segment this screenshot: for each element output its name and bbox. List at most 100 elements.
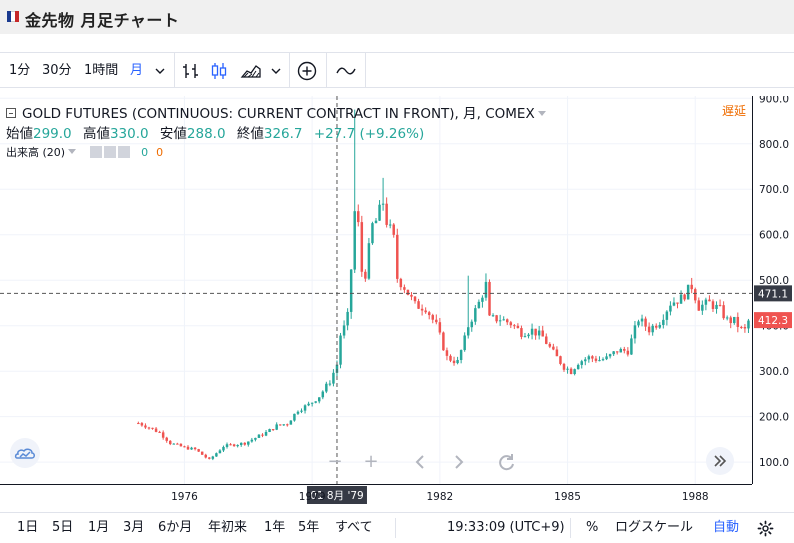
candle-body xyxy=(204,454,207,458)
zoom-out-button[interactable]: − xyxy=(323,450,347,474)
cloud-chart-icon xyxy=(14,448,35,459)
candle-body xyxy=(686,284,690,300)
candle-body xyxy=(491,315,495,317)
candle-body xyxy=(261,434,264,436)
chart-settings-gear-icon[interactable] xyxy=(757,520,774,537)
range-1y-button[interactable]: 1年 xyxy=(264,520,286,535)
candle-body xyxy=(598,360,601,362)
scroll-to-latest-button[interactable] xyxy=(706,447,734,475)
candle-body xyxy=(566,368,569,370)
range-5d-button[interactable]: 5日 xyxy=(52,520,74,535)
candle-body xyxy=(495,315,498,322)
bar-style-icon[interactable] xyxy=(180,60,202,82)
chart-cloud-button[interactable] xyxy=(10,438,40,468)
candle-body xyxy=(293,413,296,421)
interval-month-button[interactable]: 月 xyxy=(130,63,144,78)
percent-scale-button[interactable]: % xyxy=(586,520,599,535)
candle-body xyxy=(669,305,672,312)
candle-body xyxy=(615,351,619,353)
range-1m-button[interactable]: 1月 xyxy=(88,520,110,535)
candle-body xyxy=(165,437,168,441)
candle-body xyxy=(275,424,278,430)
range-all-button[interactable]: すべて xyxy=(335,520,373,535)
candle-body xyxy=(690,284,693,290)
candle-body xyxy=(385,203,388,225)
chart-grid xyxy=(0,96,752,484)
candle-body xyxy=(137,423,140,425)
interval-30m-button[interactable]: 30分 xyxy=(42,63,72,78)
last-price-label: 412.3 xyxy=(758,315,788,327)
candle-body xyxy=(513,325,516,327)
candle-body xyxy=(587,356,591,360)
candle-body xyxy=(740,326,743,328)
auto-scale-button[interactable]: 自動 xyxy=(713,520,740,535)
price-tick-label: 500.0 xyxy=(759,275,789,287)
flag-stripe-blue xyxy=(7,11,11,22)
reset-chart-button[interactable] xyxy=(495,450,519,474)
candle-body xyxy=(474,308,477,322)
candle-body xyxy=(626,350,630,355)
chevron-right-icon xyxy=(455,455,464,469)
candle-body xyxy=(381,203,385,205)
interval-1h-button[interactable]: 1時間 xyxy=(84,63,119,78)
page-title: 金先物 月足チャート xyxy=(25,11,180,30)
candle-body xyxy=(147,427,151,429)
chart-style-dropdown-chevron-icon[interactable] xyxy=(270,66,282,76)
candle-body xyxy=(580,361,583,365)
price-tick-label: 100.0 xyxy=(759,457,789,469)
candle-body xyxy=(523,336,527,338)
log-scale-button[interactable]: ログスケール xyxy=(615,520,694,535)
candle-body xyxy=(545,336,548,344)
candle-body xyxy=(435,319,438,323)
scroll-right-button[interactable] xyxy=(446,450,470,474)
price-axis: 900.0800.0700.0600.0500.0400.0300.0200.0… xyxy=(752,96,792,484)
candle-body xyxy=(357,211,360,223)
candle-body xyxy=(449,355,452,361)
double-chevron-right-icon xyxy=(714,455,727,467)
area-style-icon[interactable] xyxy=(240,60,262,82)
bottombar-divider xyxy=(570,518,571,538)
zoom-in-button[interactable]: + xyxy=(359,450,383,474)
range-3m-button[interactable]: 3月 xyxy=(123,520,145,535)
scroll-left-button[interactable] xyxy=(409,450,433,474)
price-chart[interactable]: 471.1 01 8月 '79 900.0 800.0 700.0 600.0 500.0… xyxy=(0,96,794,508)
candle-body xyxy=(694,289,697,301)
candle-body xyxy=(605,356,608,360)
candle-body xyxy=(169,440,172,445)
interval-1m-button[interactable]: 1分 xyxy=(9,63,31,78)
candle-body xyxy=(676,302,679,304)
candle-body xyxy=(548,343,552,347)
candle-body xyxy=(438,322,442,333)
chart-toolbar: 1分 30分 1時間 月 xyxy=(0,52,794,88)
candle-body xyxy=(562,363,566,370)
candle-body xyxy=(378,204,381,221)
candle-body xyxy=(708,299,711,302)
candles-style-icon[interactable] xyxy=(208,60,230,82)
candle-body xyxy=(289,420,293,425)
candle-body xyxy=(388,224,392,226)
range-ytd-button[interactable]: 年初来 xyxy=(208,520,248,535)
candle-body xyxy=(729,317,732,324)
candle-body xyxy=(591,356,594,359)
candle-body xyxy=(445,350,449,356)
range-5y-button[interactable]: 5年 xyxy=(298,520,320,535)
candle-body xyxy=(715,304,718,309)
candle-body xyxy=(183,446,186,448)
range-6m-button[interactable]: 6か月 xyxy=(158,520,193,535)
price-tick-label: 300.0 xyxy=(759,366,789,378)
candle-body xyxy=(179,443,183,447)
range-1d-button[interactable]: 1日 xyxy=(17,520,39,535)
flag-icon xyxy=(7,11,19,22)
candle-body xyxy=(452,360,456,364)
candle-body xyxy=(481,297,484,302)
candle-body xyxy=(211,456,215,459)
candle-body xyxy=(303,405,307,411)
interval-dropdown-chevron-icon[interactable] xyxy=(154,66,166,76)
candle-body xyxy=(342,325,346,336)
candle-body xyxy=(406,289,410,295)
candle-body xyxy=(236,445,239,447)
candle-body xyxy=(353,211,356,270)
clock-timezone-button[interactable]: 19:33:09 (UTC+9) xyxy=(447,520,565,535)
add-indicator-plus-icon[interactable] xyxy=(296,60,318,82)
compare-wave-icon[interactable] xyxy=(335,60,357,82)
